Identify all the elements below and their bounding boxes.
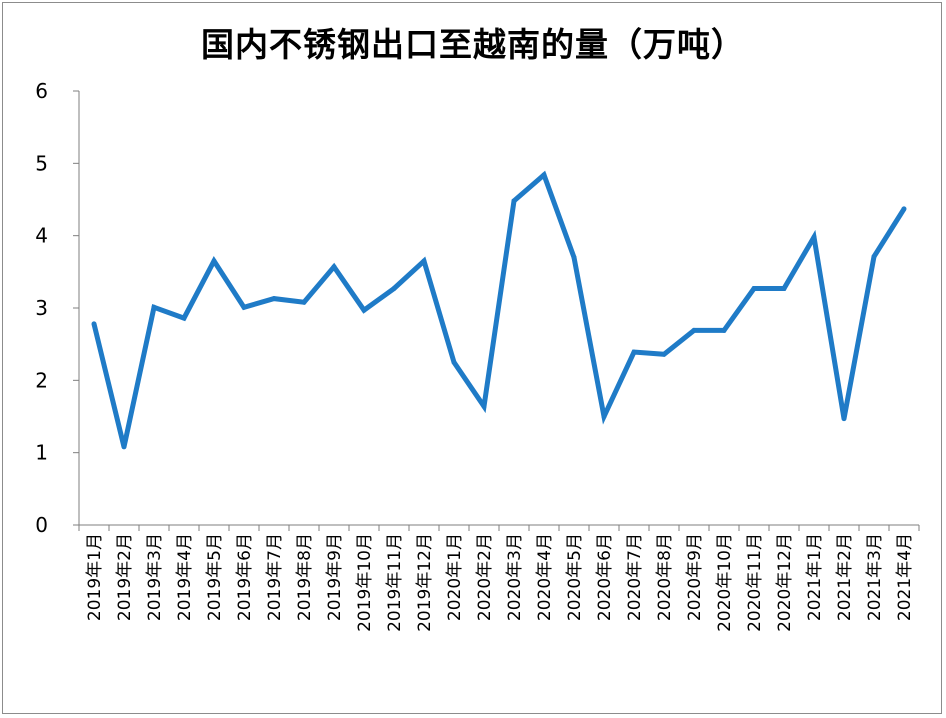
- x-tick-label: 2020年11月: [745, 533, 765, 632]
- data-point: [631, 349, 637, 355]
- data-point: [691, 327, 697, 333]
- x-tick-label: 2020年4月: [535, 533, 555, 621]
- x-tick-label: 2021年2月: [835, 533, 855, 621]
- x-tick-label: 2019年2月: [115, 533, 135, 621]
- data-point: [361, 307, 367, 313]
- y-tick-label: 1: [35, 441, 48, 465]
- x-tick-label: 2019年12月: [415, 533, 435, 632]
- x-tick-label: 2019年3月: [145, 533, 165, 621]
- y-tick-label: 5: [35, 151, 48, 175]
- data-point: [91, 321, 97, 327]
- data-point: [241, 304, 247, 310]
- data-point: [871, 254, 877, 260]
- chart-title: 国内不锈钢出口至越南的量（万吨）: [201, 25, 745, 64]
- x-tick-label: 2020年12月: [775, 533, 795, 632]
- x-tick-label: 2020年9月: [685, 533, 705, 621]
- x-tick-label: 2021年1月: [805, 533, 825, 621]
- x-tick-label: 2020年3月: [505, 533, 525, 621]
- data-point: [811, 234, 817, 240]
- data-point: [181, 315, 187, 321]
- x-tick-label: 2019年4月: [175, 533, 195, 621]
- x-tick-label: 2021年4月: [895, 533, 915, 621]
- data-point: [121, 444, 127, 450]
- x-tick-label: 2019年11月: [385, 533, 405, 632]
- data-point: [271, 296, 277, 302]
- data-point: [571, 254, 577, 260]
- data-point: [421, 258, 427, 264]
- series-line: [91, 170, 907, 448]
- x-tick-label: 2020年1月: [445, 533, 465, 621]
- x-tick-label: 2020年10月: [715, 533, 735, 632]
- x-tick-label: 2020年7月: [625, 533, 645, 621]
- x-tick-label: 2019年1月: [85, 533, 105, 621]
- x-tick-label: 2019年7月: [265, 533, 285, 621]
- data-point: [541, 172, 547, 178]
- data-point: [751, 285, 757, 291]
- data-point: [331, 264, 337, 270]
- x-tick-label: 2020年6月: [595, 533, 615, 621]
- y-tick-label: 3: [35, 296, 48, 320]
- data-point: [781, 285, 787, 291]
- data-point: [601, 414, 607, 419]
- data-point: [451, 359, 457, 365]
- data-point: [721, 327, 727, 333]
- y-tick-label: 4: [35, 224, 48, 248]
- data-point: [901, 206, 907, 212]
- x-tick-label: 2019年8月: [295, 533, 315, 621]
- x-tick-label: 2019年5月: [205, 533, 225, 621]
- data-point: [301, 299, 307, 305]
- data-point: [661, 351, 667, 357]
- data-point: [151, 304, 157, 310]
- data-point: [391, 285, 397, 291]
- data-point: [481, 403, 487, 409]
- y-tick-label: 0: [35, 513, 48, 537]
- y-tick-label: 6: [35, 79, 48, 103]
- x-tick-label: 2020年8月: [655, 533, 675, 621]
- data-point: [841, 416, 847, 422]
- x-tick-label: 2019年10月: [355, 533, 375, 632]
- y-tick-label: 2: [35, 368, 48, 392]
- x-tick-label: 2019年9月: [325, 533, 345, 621]
- x-tick-label: 2019年6月: [235, 533, 255, 621]
- x-tick-label: 2020年5月: [565, 533, 585, 621]
- x-tick-label: 2021年3月: [865, 533, 885, 621]
- data-point: [511, 198, 517, 204]
- x-tick-label: 2020年2月: [475, 533, 495, 621]
- data-point: [211, 258, 217, 264]
